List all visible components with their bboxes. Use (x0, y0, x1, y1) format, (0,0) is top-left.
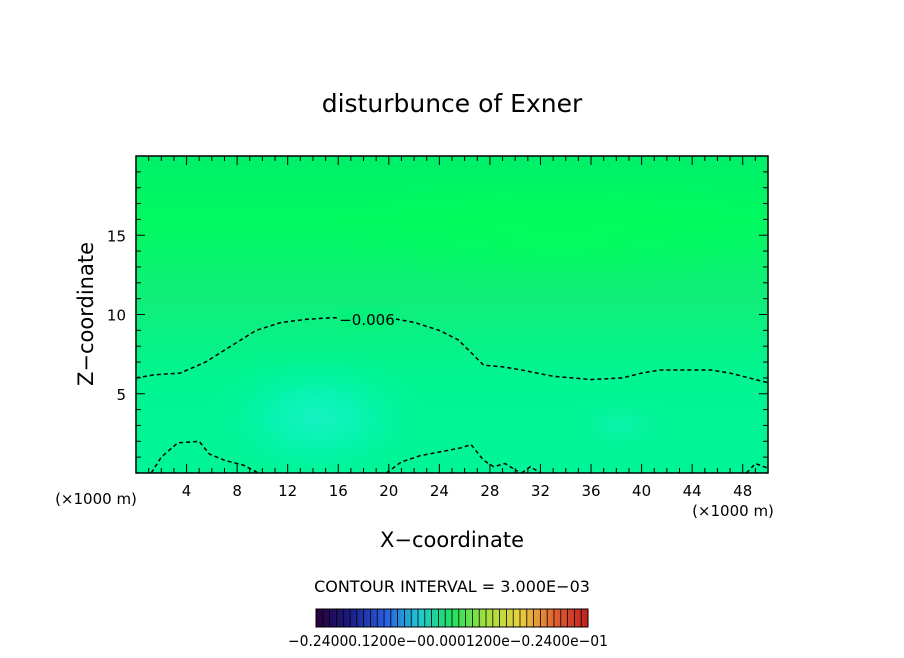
contour-line-low-left (150, 440, 259, 473)
chart-title: disturbunce of Exner (322, 89, 583, 118)
x-axis-label: X−coordinate (380, 528, 524, 552)
x-tick-label: 12 (278, 482, 297, 500)
field-core (198, 346, 438, 473)
x-tick-label: 32 (531, 482, 550, 500)
contour-label: −0.006 (339, 311, 395, 329)
x-unit-left: (×1000 m) (55, 490, 137, 508)
y-tick-label: 10 (107, 307, 126, 325)
y-tick-label: 15 (107, 227, 126, 245)
field-bright-zone (330, 170, 768, 290)
y-axis-label: Z−coordinate (74, 242, 98, 386)
contour-interval-text: CONTOUR INTERVAL = 3.000E−03 (314, 577, 590, 596)
x-tick-label: 8 (232, 482, 242, 500)
colorbar-labels: −0.24000.1200e−00.0001200e−0.2400e−01 (288, 632, 608, 650)
colorbar-divisions (322, 609, 582, 627)
x-tick-label: 36 (581, 482, 600, 500)
contour-line-low-mid2 (521, 465, 541, 473)
x-tick-label: 28 (480, 482, 499, 500)
x-tick-label: 16 (329, 482, 348, 500)
x-tick-label: 4 (182, 482, 192, 500)
x-tick-label: 40 (632, 482, 651, 500)
contour-group (136, 316, 768, 473)
contour-line-low-mid (385, 443, 519, 473)
field-core-secondary (560, 395, 680, 455)
contour-line-low-right (745, 462, 768, 473)
x-tick-label: 20 (379, 482, 398, 500)
y-tick-label: 5 (116, 386, 126, 404)
contour-label-bg (338, 309, 396, 329)
x-tick-label: 48 (733, 482, 752, 500)
field-area (136, 156, 768, 473)
x-unit-right: (×1000 m) (692, 502, 774, 520)
x-tick-label: 24 (430, 482, 449, 500)
axis-ticks (136, 156, 768, 473)
x-tick-label: 44 (683, 482, 702, 500)
